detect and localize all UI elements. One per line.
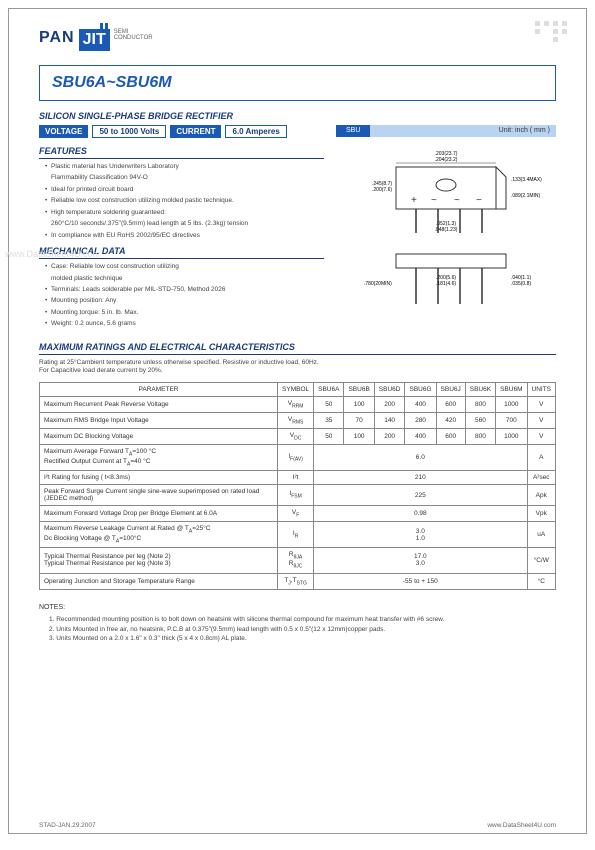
logo-brand2: JIT: [79, 29, 110, 51]
note-item: 3. Units Mounted on a 2.0 x 1.6" x 0.3" …: [49, 634, 556, 644]
feature-item: 260°C/10 seconds/.375"(9.5mm) lead lengt…: [45, 220, 324, 228]
svg-text:.089(2.1MIN): .089(2.1MIN): [511, 193, 541, 199]
ratings-row: Maximum Average Forward TA=100 °C Rectif…: [40, 445, 556, 471]
package-top-view: .203(23.7) .204(23.2) + ~ ~ − .245(8.7) …: [346, 147, 546, 233]
mechanical-item: Mounting position: Any: [45, 297, 324, 305]
feature-item: Ideal for printed circuit board: [45, 186, 324, 194]
ratings-header-cell: SBU6B: [344, 382, 374, 396]
svg-text:~: ~: [454, 195, 460, 206]
mechanical-item: Mounting torque: 5 in. lb. Max.: [45, 309, 324, 317]
mechanical-list: Case: Reliable low cost construction uti…: [39, 263, 324, 329]
ratings-row: I²t Rating for fusing ( t<8.3ms)I²t210A²…: [40, 471, 556, 485]
spec-row: VOLTAGE 50 to 1000 Volts CURRENT 6.0 Amp…: [39, 125, 324, 138]
mechanical-item: Weight: 0.2 ounce, 5.6 grams: [45, 320, 324, 328]
ratings-header-cell: PARAMETER: [40, 382, 278, 396]
page: www.DataSheet4U.com PAN JIT SEMI CONDUCT…: [8, 8, 587, 834]
ratings-row: Maximum DC Blocking VoltageVDC5010020040…: [40, 429, 556, 445]
right-column: SBU Unit: inch ( mm ) .203(23.7) .204(23…: [336, 125, 556, 332]
logo-sub: SEMI CONDUCTOR: [114, 29, 153, 41]
ratings-row: Maximum Reverse Leakage Current at Rated…: [40, 522, 556, 548]
ratings-header-cell: SYMBOL: [278, 382, 314, 396]
notes-heading: NOTES:: [39, 604, 556, 611]
mechanical-item: Case: Reliable low cost construction uti…: [45, 263, 324, 271]
package-side-view: .780(20MIN) .200(5.6) .181(4.6) .040(1.1…: [346, 249, 546, 307]
left-column: VOLTAGE 50 to 1000 Volts CURRENT 6.0 Amp…: [39, 125, 324, 332]
svg-text:.048(1.23): .048(1.23): [435, 227, 458, 233]
svg-text:.200(7.6): .200(7.6): [372, 187, 392, 193]
voltage-value: 50 to 1000 Volts: [92, 125, 166, 138]
feature-item: In compliance with EU RoHS 2002/95/EC di…: [45, 232, 324, 240]
ratings-table: PARAMETERSYMBOLSBU6ASBU6BSBU6DSBU6GSBU6J…: [39, 382, 556, 590]
ratings-row: Maximum RMS Bridge Input VoltageVRMS3570…: [40, 412, 556, 428]
ratings-body: Maximum Recurrent Peak Reverse VoltageVR…: [40, 396, 556, 589]
ratings-header-cell: SBU6D: [374, 382, 405, 396]
logo-brand1: PAN: [39, 29, 75, 47]
max-ratings-heading: MAXIMUM RATINGS AND ELECTRICAL CHARACTER…: [39, 342, 556, 355]
svg-text:.780(20MIN): .780(20MIN): [364, 281, 392, 287]
current-label: CURRENT: [170, 125, 221, 138]
feature-item: Plastic material has Underwriters Labora…: [45, 163, 324, 171]
current-value: 6.0 Amperes: [225, 125, 286, 138]
svg-text:.133(3.4MAX): .133(3.4MAX): [511, 177, 542, 183]
notes-list: 1. Recommended mounting position is to b…: [39, 615, 556, 644]
svg-text:−: −: [476, 195, 482, 206]
ratings-row: Maximum Forward Voltage Drop per Bridge …: [40, 506, 556, 522]
mechanical-item: molded plastic technique: [45, 275, 324, 283]
features-heading: FEATURES: [39, 146, 324, 159]
mechanical-item: Terminals: Leads solderable per MIL-STD-…: [45, 286, 324, 294]
logo: PAN JIT SEMI CONDUCTOR: [39, 29, 556, 51]
ratings-header-row: PARAMETERSYMBOLSBU6ASBU6BSBU6DSBU6GSBU6J…: [40, 382, 556, 396]
package-header: SBU Unit: inch ( mm ): [336, 125, 556, 137]
part-title: SBU6A~SBU6M: [52, 74, 543, 92]
max-ratings-note: Rating at 25°Cambient temperature unless…: [39, 359, 556, 376]
subtitle: SILICON SINGLE-PHASE BRIDGE RECTIFIER: [39, 111, 556, 121]
note-item: 2. Units Mounted in free air, no heatsin…: [49, 625, 556, 635]
note-item: 1. Recommended mounting position is to b…: [49, 615, 556, 625]
two-column-layout: VOLTAGE 50 to 1000 Volts CURRENT 6.0 Amp…: [39, 125, 556, 332]
svg-text:+: +: [411, 195, 417, 206]
feature-item: High temperature soldering guaranteed:: [45, 209, 324, 217]
ratings-row: Operating Junction and Storage Temperatu…: [40, 573, 556, 589]
features-list: Plastic material has Underwriters Labora…: [39, 163, 324, 240]
ratings-header-cell: SBU6A: [314, 382, 344, 396]
footer-right: www.DataSheet4U.com: [487, 822, 556, 829]
ratings-row: Maximum Recurrent Peak Reverse VoltageVR…: [40, 396, 556, 412]
ratings-row: Typical Thermal Resistance per leg (Note…: [40, 547, 556, 573]
svg-text:.204(23.2): .204(23.2): [435, 157, 458, 163]
voltage-label: VOLTAGE: [39, 125, 88, 138]
watermark: www.DataSheet4U.com: [5, 249, 100, 259]
ratings-header-cell: SBU6M: [496, 382, 527, 396]
package-code: SBU: [336, 125, 370, 137]
title-box: SBU6A~SBU6M: [39, 65, 556, 101]
ratings-row: Peak Forward Surge Current single sine-w…: [40, 485, 556, 506]
ratings-header-cell: SBU6J: [436, 382, 465, 396]
footer: STAD-JAN.29.2007 www.DataSheet4U.com: [39, 822, 556, 829]
package-unit: Unit: inch ( mm ): [499, 127, 550, 135]
package-diagram: .203(23.7) .204(23.2) + ~ ~ − .245(8.7) …: [336, 137, 556, 317]
svg-text:.181(4.6): .181(4.6): [436, 281, 456, 287]
ratings-header-cell: SBU6K: [465, 382, 495, 396]
svg-text:~: ~: [431, 195, 437, 206]
ratings-header-cell: SBU6G: [405, 382, 436, 396]
feature-item: Flammability Classification 94V-O: [45, 174, 324, 182]
svg-text:.035(0.8): .035(0.8): [511, 281, 531, 287]
footer-left: STAD-JAN.29.2007: [39, 822, 96, 829]
ratings-header-cell: UNITS: [527, 382, 556, 396]
corner-dots: [535, 21, 568, 42]
feature-item: Reliable low cost construction utilizing…: [45, 197, 324, 205]
